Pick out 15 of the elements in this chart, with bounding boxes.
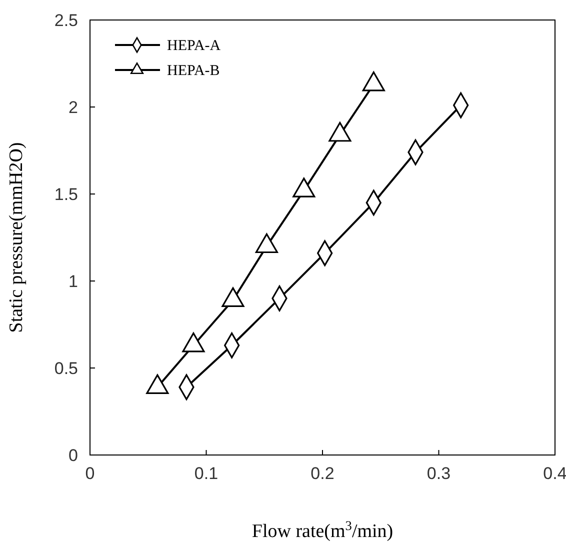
x-axis-title: Flow rate(m$^{3}$/min) bbox=[252, 518, 394, 542]
y-tick-label: 2.5 bbox=[54, 11, 78, 30]
y-tick-label: 1 bbox=[68, 272, 78, 291]
x-tick-label: 0.4 bbox=[543, 464, 566, 483]
x-tick-label: 0.2 bbox=[310, 464, 334, 483]
y-tick-label: 0 bbox=[68, 446, 78, 465]
x-tick-label: 0 bbox=[85, 464, 95, 483]
y-tick-label: 2 bbox=[68, 98, 78, 117]
y-tick-label: 1.5 bbox=[54, 185, 78, 204]
y-tick-label: 0.5 bbox=[54, 359, 78, 378]
x-tick-label: 0.3 bbox=[426, 464, 451, 483]
legend-label: HEPA-A bbox=[167, 38, 221, 54]
y-axis-title: Static pressure(mmH2O) bbox=[6, 142, 27, 333]
x-tick-label: 0.1 bbox=[194, 464, 218, 483]
legend-label: HEPA-B bbox=[167, 63, 220, 79]
